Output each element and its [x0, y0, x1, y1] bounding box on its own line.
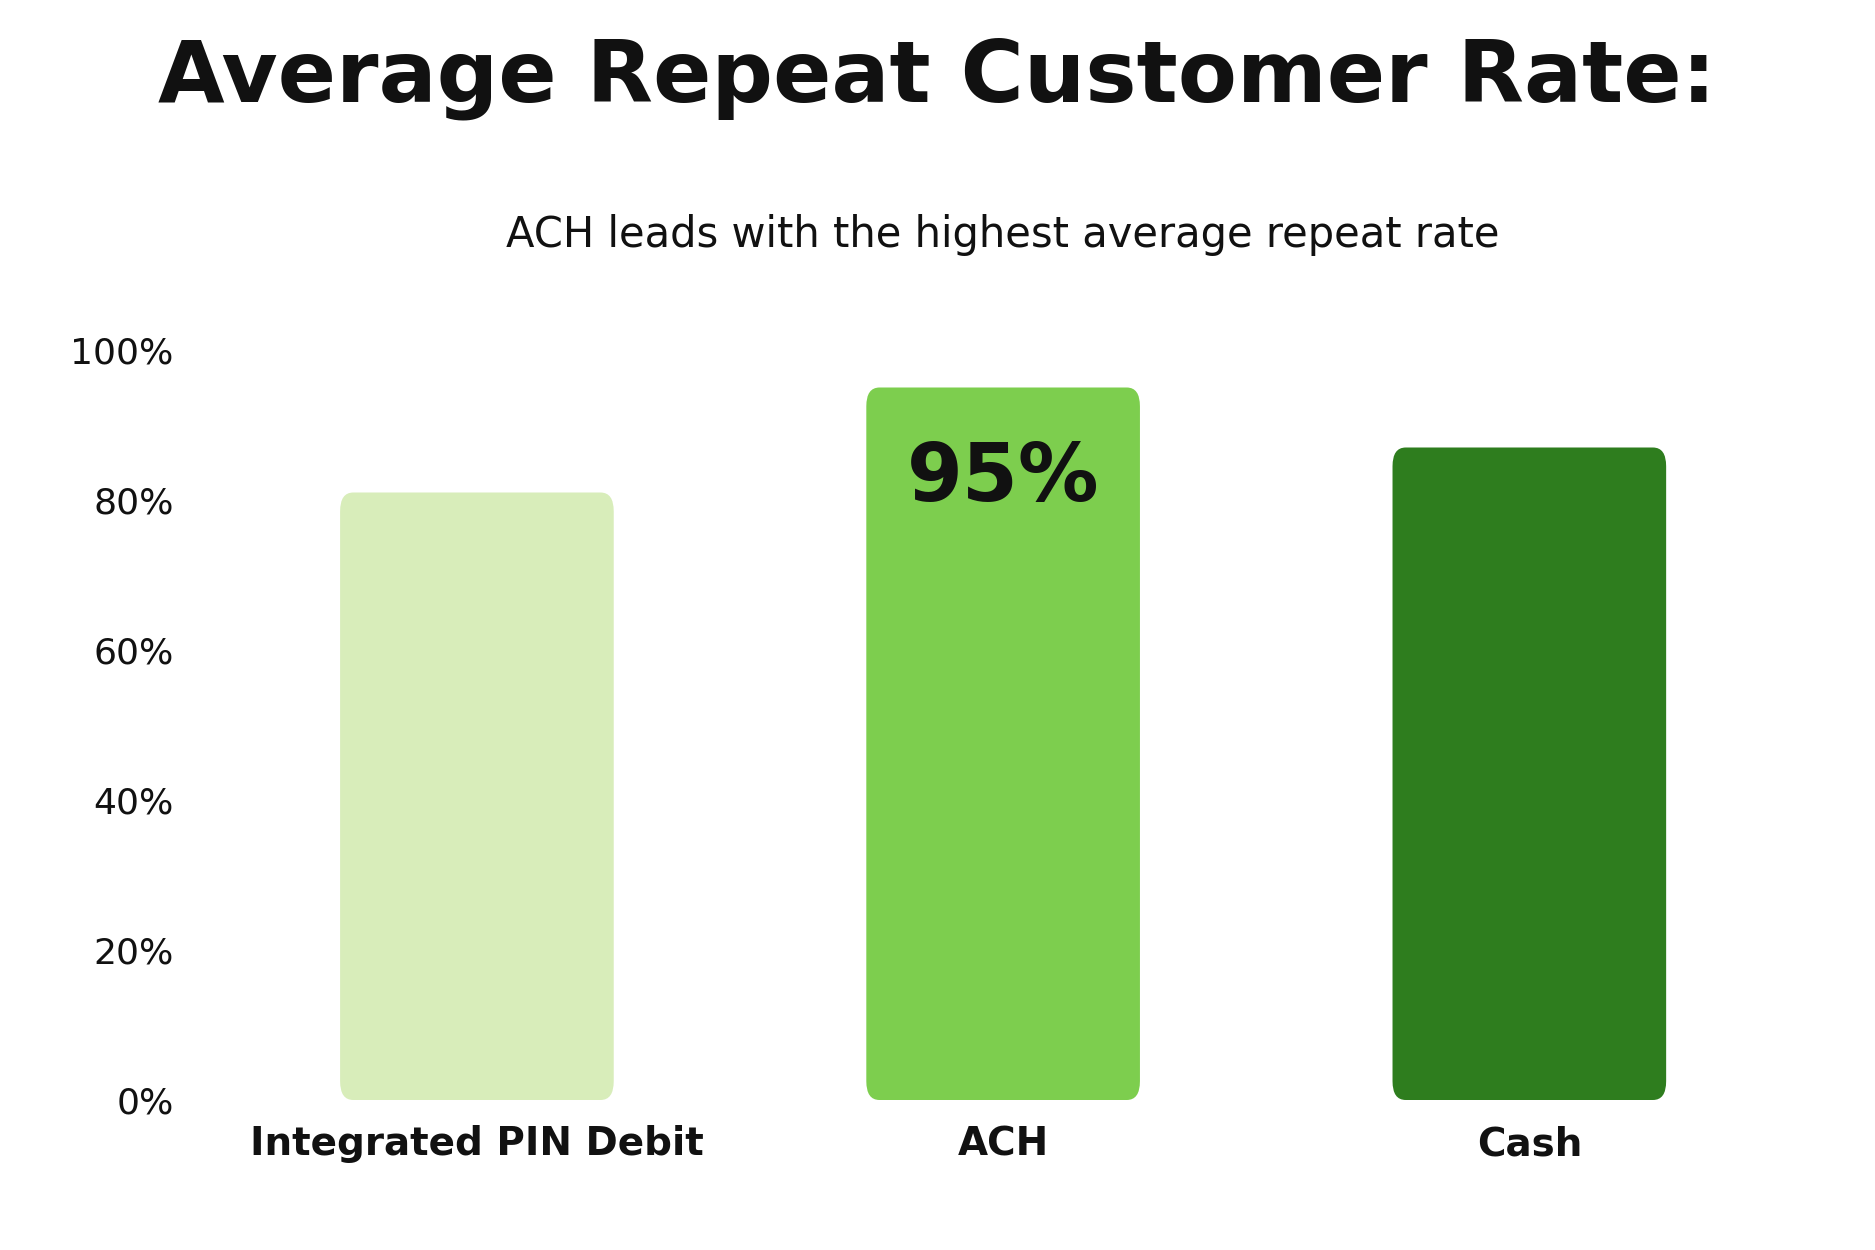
Title: ACH leads with the highest average repeat rate: ACH leads with the highest average repea… — [506, 214, 1500, 256]
FancyBboxPatch shape — [339, 492, 613, 1100]
Text: 95%: 95% — [908, 440, 1099, 518]
FancyBboxPatch shape — [1393, 448, 1667, 1100]
FancyBboxPatch shape — [866, 388, 1140, 1100]
Text: Average Repeat Customer Rate:: Average Repeat Customer Rate: — [159, 38, 1716, 120]
